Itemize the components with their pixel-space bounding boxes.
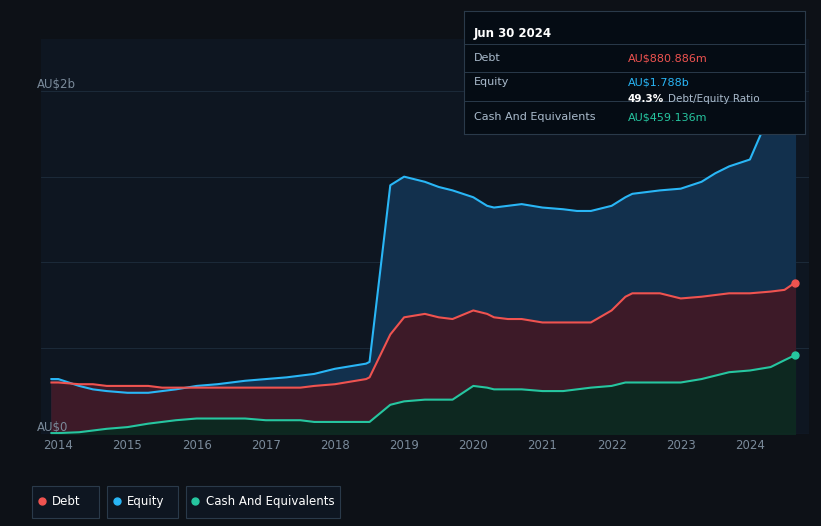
FancyBboxPatch shape	[186, 486, 340, 518]
Text: Equity: Equity	[474, 77, 510, 87]
FancyBboxPatch shape	[107, 486, 178, 518]
Text: Equity: Equity	[126, 494, 164, 508]
FancyBboxPatch shape	[32, 486, 99, 518]
Text: 49.3%: 49.3%	[627, 94, 663, 104]
Text: AU$1.788b: AU$1.788b	[627, 77, 689, 87]
Text: Cash And Equivalents: Cash And Equivalents	[205, 494, 334, 508]
Text: Debt: Debt	[52, 494, 80, 508]
Text: AU$459.136m: AU$459.136m	[627, 113, 707, 123]
Text: AU$0: AU$0	[37, 421, 69, 434]
Text: Debt/Equity Ratio: Debt/Equity Ratio	[668, 94, 760, 104]
Text: Cash And Equivalents: Cash And Equivalents	[474, 113, 595, 123]
Text: AU$880.886m: AU$880.886m	[627, 53, 707, 63]
Text: AU$2b: AU$2b	[37, 78, 76, 91]
Text: Jun 30 2024: Jun 30 2024	[474, 27, 553, 39]
Text: Debt: Debt	[474, 53, 501, 63]
